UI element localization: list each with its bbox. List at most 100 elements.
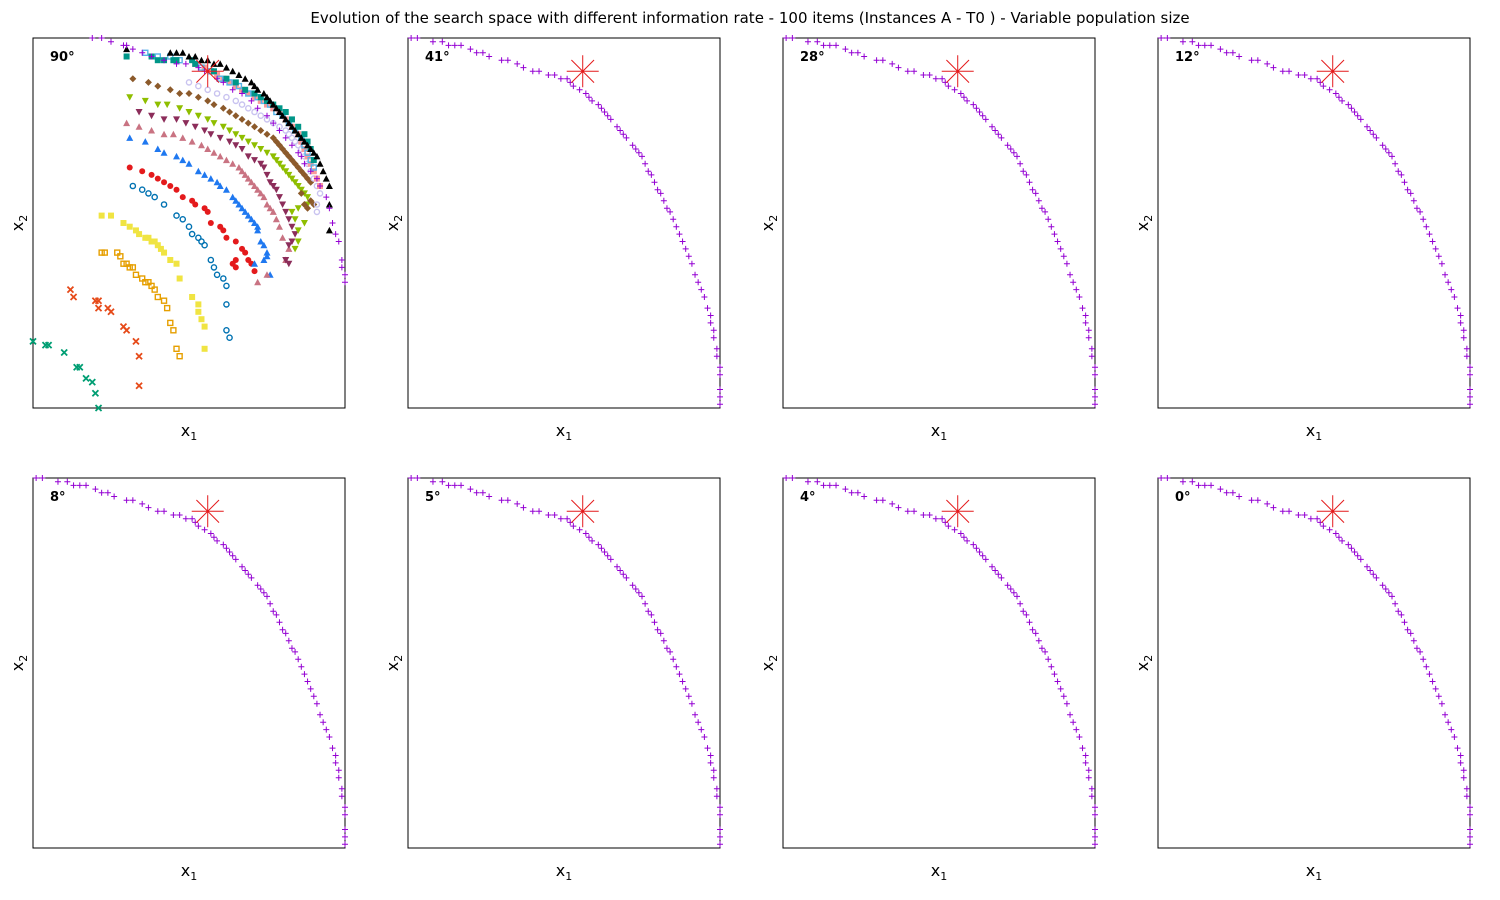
data-point bbox=[1326, 526, 1333, 533]
data-point bbox=[1208, 42, 1215, 49]
data-point bbox=[1401, 179, 1408, 186]
data-point bbox=[960, 534, 967, 541]
data-point bbox=[223, 234, 230, 241]
data-point bbox=[238, 204, 246, 212]
data-point bbox=[879, 497, 886, 504]
x-axis-label: x1 bbox=[181, 861, 197, 883]
series-11 bbox=[129, 75, 318, 212]
data-point bbox=[232, 197, 240, 204]
data-point bbox=[1423, 663, 1430, 670]
data-point bbox=[238, 134, 246, 142]
data-point bbox=[1048, 223, 1055, 230]
data-point bbox=[1038, 205, 1045, 212]
data-point bbox=[960, 94, 967, 101]
data-point bbox=[282, 109, 289, 115]
data-point bbox=[342, 811, 348, 818]
data-point bbox=[660, 197, 667, 204]
data-point bbox=[804, 38, 811, 45]
data-point bbox=[235, 164, 243, 171]
data-point bbox=[1364, 123, 1371, 130]
data-point bbox=[1457, 752, 1464, 759]
data-point bbox=[1454, 745, 1461, 752]
data-point bbox=[582, 530, 589, 537]
data-point bbox=[1332, 530, 1339, 537]
data-point bbox=[604, 112, 611, 119]
data-point bbox=[1426, 231, 1433, 238]
data-point bbox=[123, 119, 131, 127]
data-point bbox=[342, 271, 348, 278]
data-point bbox=[288, 208, 296, 216]
data-point bbox=[342, 826, 348, 833]
data-point bbox=[232, 264, 239, 271]
data-point bbox=[226, 138, 234, 146]
data-point bbox=[783, 35, 790, 41]
data-point bbox=[1448, 726, 1455, 733]
data-point bbox=[232, 79, 239, 86]
data-point bbox=[670, 656, 677, 663]
data-point bbox=[679, 238, 686, 245]
data-point bbox=[189, 515, 196, 522]
data-point bbox=[701, 294, 708, 300]
data-point bbox=[529, 68, 536, 75]
data-point bbox=[288, 238, 296, 245]
data-point bbox=[282, 630, 289, 637]
data-point bbox=[676, 671, 683, 678]
data-point bbox=[332, 231, 339, 238]
star-marker bbox=[566, 55, 599, 88]
data-point bbox=[926, 72, 933, 78]
data-point bbox=[29, 337, 37, 346]
data-point bbox=[713, 793, 720, 800]
data-point bbox=[135, 109, 143, 116]
data-point bbox=[310, 164, 317, 171]
data-point bbox=[1370, 571, 1377, 578]
data-point bbox=[148, 53, 155, 60]
data-point bbox=[188, 138, 196, 145]
data-point bbox=[123, 42, 130, 49]
x-axis-label: x1 bbox=[931, 421, 947, 443]
data-point bbox=[692, 711, 699, 718]
data-point bbox=[1423, 223, 1430, 230]
data-point bbox=[166, 49, 174, 56]
x-axis-label: x1 bbox=[556, 861, 572, 883]
data-point bbox=[232, 238, 239, 245]
data-point bbox=[595, 101, 602, 108]
data-point bbox=[192, 60, 199, 67]
data-point bbox=[251, 123, 259, 131]
data-point bbox=[970, 541, 977, 548]
axes-frame bbox=[1157, 37, 1471, 409]
data-point bbox=[1057, 685, 1064, 692]
data-point bbox=[316, 160, 324, 167]
data-point bbox=[322, 175, 330, 182]
series-13 bbox=[192, 60, 324, 189]
data-point bbox=[639, 593, 645, 600]
data-point bbox=[1248, 57, 1255, 64]
data-point bbox=[82, 374, 90, 383]
data-point bbox=[310, 168, 317, 175]
data-point bbox=[226, 79, 233, 86]
data-point bbox=[173, 260, 180, 267]
data-point bbox=[1076, 294, 1083, 300]
data-point bbox=[957, 530, 964, 537]
data-point bbox=[122, 326, 131, 334]
data-point bbox=[338, 793, 345, 800]
data-point bbox=[266, 97, 274, 104]
data-point bbox=[192, 201, 199, 208]
panel-4: 12° x1 x2 bbox=[1133, 35, 1473, 443]
data-point bbox=[194, 167, 202, 175]
data-point bbox=[342, 804, 348, 811]
series-1 bbox=[1158, 475, 1473, 848]
panel-1: 90° x1 x2 bbox=[8, 35, 348, 443]
panel-3: 28° x1 x2 bbox=[758, 35, 1098, 443]
data-point bbox=[148, 171, 155, 178]
data-point bbox=[270, 608, 277, 615]
data-point bbox=[1088, 345, 1095, 352]
data-point bbox=[514, 60, 521, 67]
data-point bbox=[325, 201, 333, 208]
data-point bbox=[91, 389, 100, 397]
data-point bbox=[1004, 582, 1011, 589]
data-point bbox=[1460, 334, 1467, 341]
data-point bbox=[1432, 245, 1439, 252]
data-point bbox=[292, 648, 299, 655]
data-point bbox=[1017, 160, 1024, 167]
data-point bbox=[229, 552, 236, 559]
